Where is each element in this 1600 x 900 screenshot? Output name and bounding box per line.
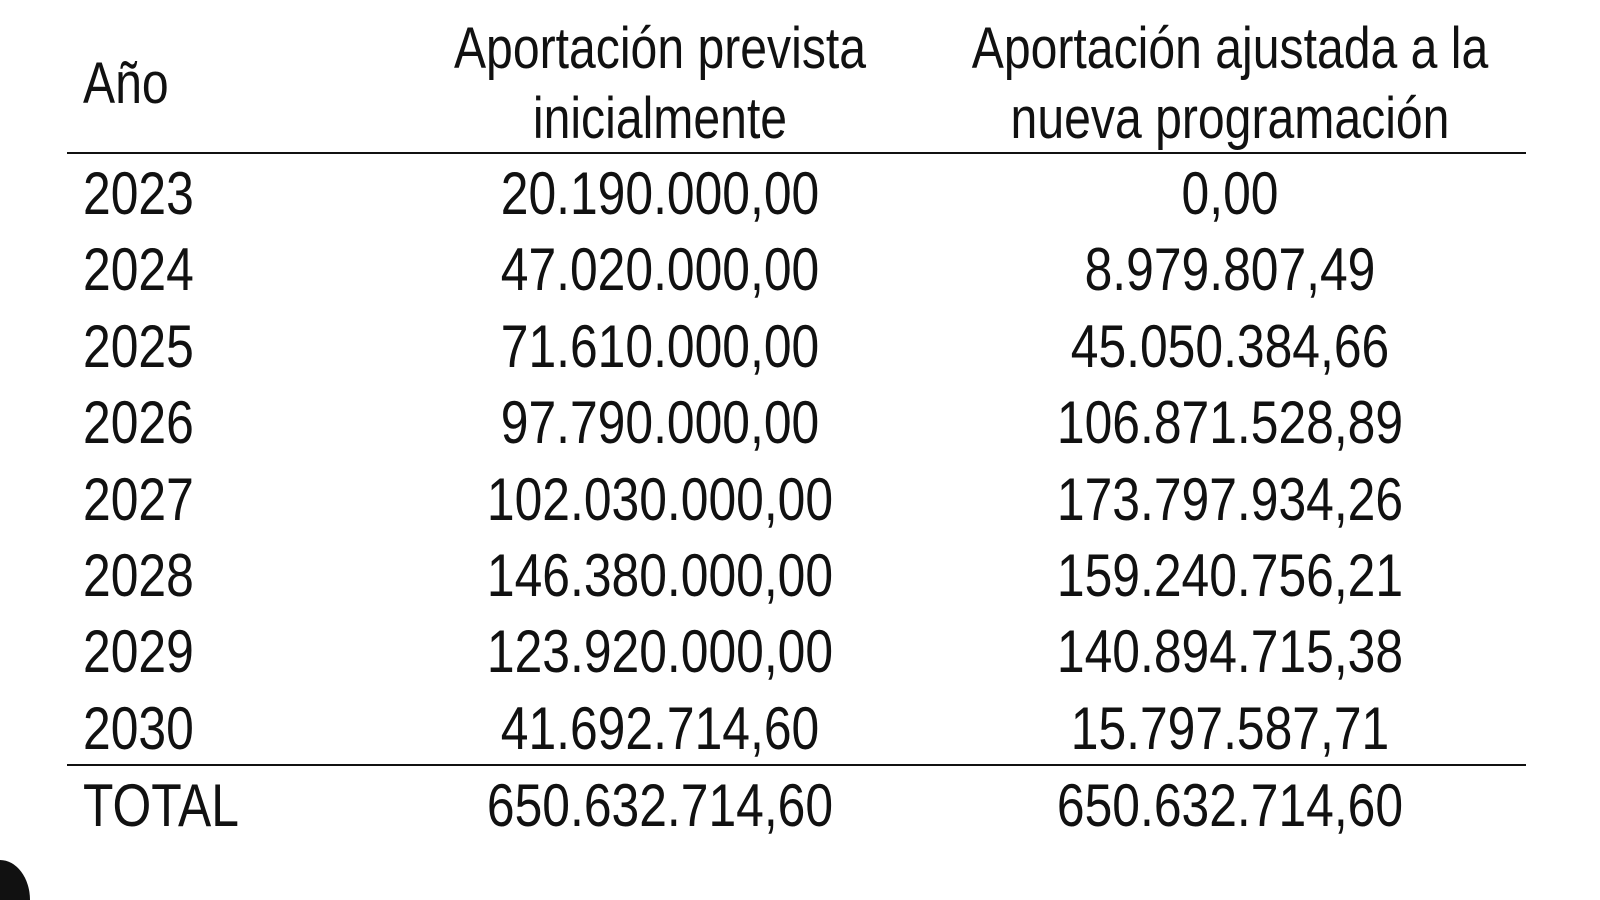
table-cell: 2027 [83,465,194,533]
table-cell: 97.790.000,00 [500,389,820,457]
total-cell: TOTAL [83,772,239,839]
table-cell: 159.240.756,21 [1056,542,1404,609]
header-rule [67,152,1526,154]
table-cell: 15.797.587,71 [1070,694,1390,762]
header-cell: Año [83,51,169,116]
table-cell: 2025 [83,312,194,380]
table-cell: 102.030.000,00 [486,465,834,533]
table-cell: 71.610.000,00 [500,312,820,380]
table-cell: 2024 [83,236,194,304]
table-cell: 106.871.528,89 [1056,389,1404,457]
table-cell: 47.020.000,00 [500,236,820,304]
total-cell: 650.632.714,60 [486,772,834,839]
table-cell: 45.050.384,66 [1070,312,1390,380]
table-cell: 0,00 [1181,160,1279,227]
table-cell: 173.797.934,26 [1056,465,1404,533]
table-cell: 2028 [83,542,194,609]
table-cell: 20.190.000,00 [500,160,820,227]
table-cell: 140.894.715,38 [1056,618,1404,686]
header-cell: Aportación prevista inicialmente [453,16,867,151]
table-cell: 2023 [83,160,194,227]
table-cell: 2029 [83,618,194,686]
table-cell: 41.692.714,60 [500,694,820,762]
table-cell: 2030 [83,694,194,762]
header-cell: Aportación ajustada a la nueva programac… [971,16,1489,151]
table-cell: 123.920.000,00 [486,618,834,686]
table-cell: 146.380.000,00 [486,542,834,609]
corner-decoration [0,860,30,900]
total-cell: 650.632.714,60 [1056,772,1404,839]
total-rule [67,764,1526,766]
table-cell: 8.979.807,49 [1084,236,1376,304]
table-cell: 2026 [83,389,194,457]
